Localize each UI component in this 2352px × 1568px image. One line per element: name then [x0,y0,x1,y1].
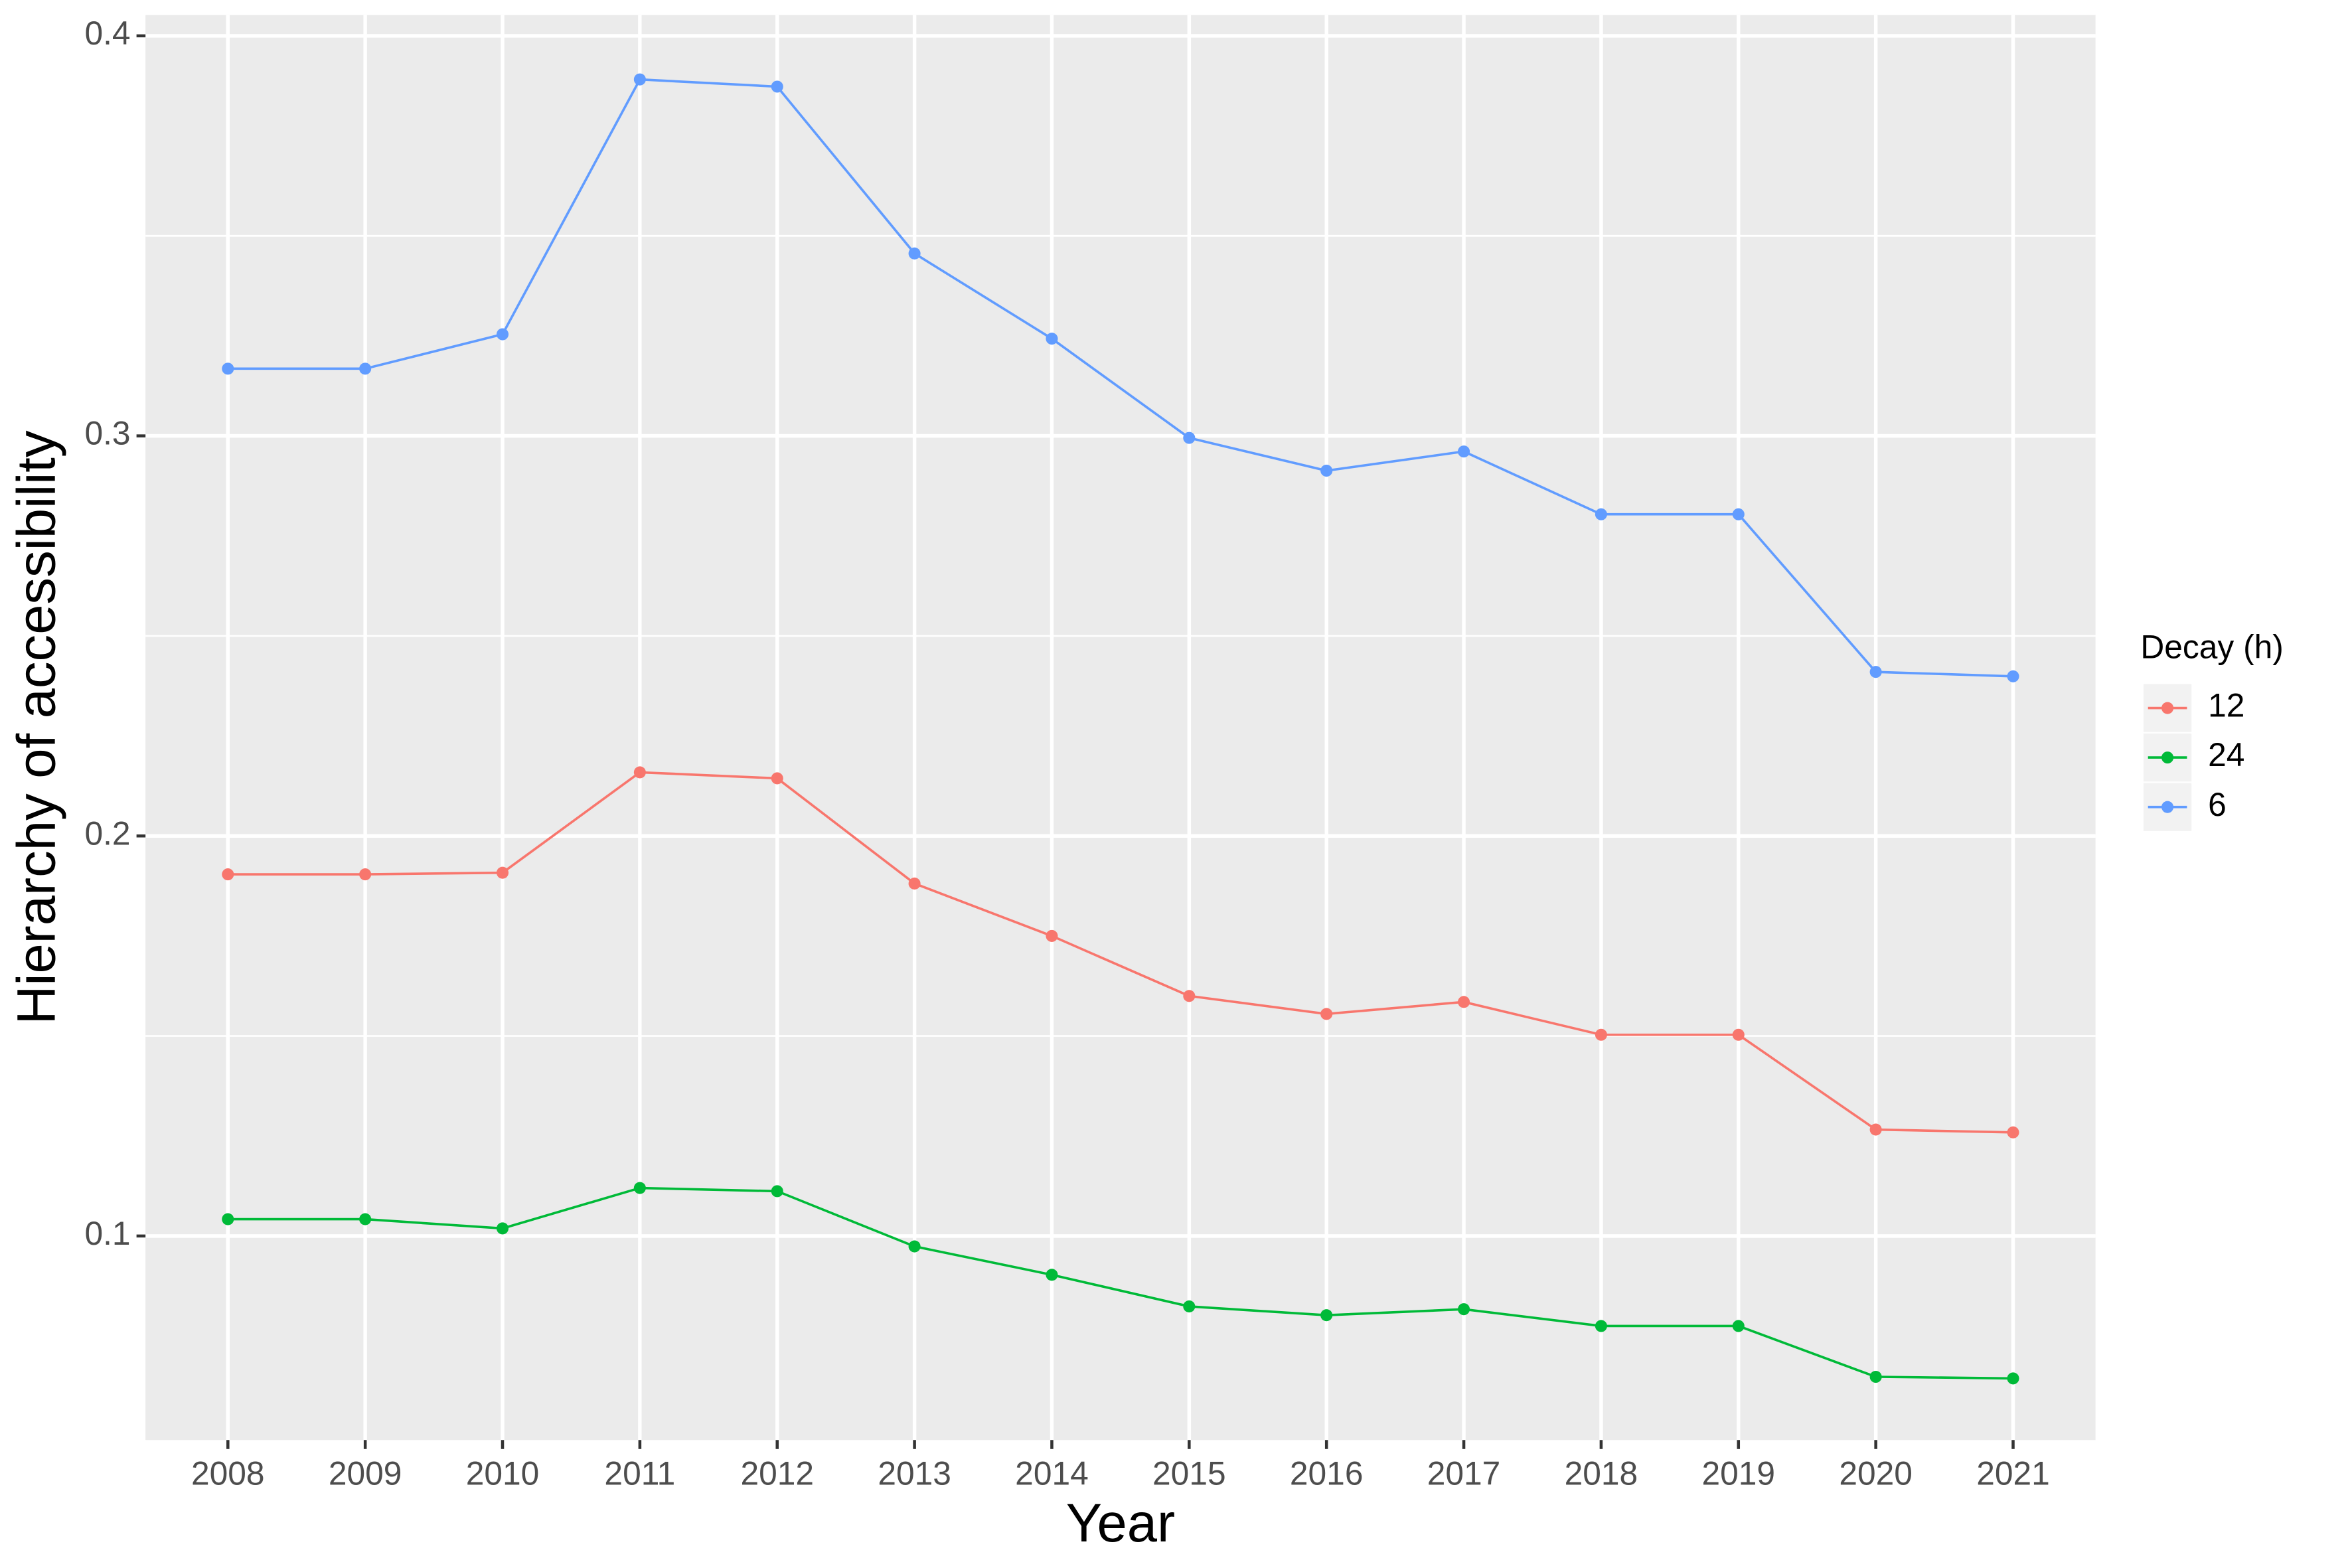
x-tick-label: 2017 [1427,1455,1501,1492]
legend-point [2161,751,2174,764]
data-point [496,1222,509,1235]
data-point [1183,990,1196,1002]
x-tick-label: 2011 [604,1455,675,1492]
data-point [908,1240,921,1253]
x-tick-label: 2008 [191,1455,265,1492]
y-tick-label: 0.1 [84,1215,130,1252]
x-tick-label: 2020 [1839,1455,1913,1492]
data-point [1595,508,1607,520]
data-point [1046,1269,1058,1281]
data-point [1320,1008,1333,1020]
legend-title: Decay (h) [2140,629,2283,666]
y-tick-label: 0.3 [84,415,130,452]
data-point [1183,1300,1196,1312]
data-point [1732,1320,1745,1332]
y-tick-label: 0.2 [84,815,130,852]
data-point [1595,1028,1607,1041]
x-axis-title: Year [1066,1493,1175,1553]
data-point [771,1185,783,1198]
data-point [1869,1123,1882,1136]
data-point [771,772,783,785]
x-tick-label: 2009 [329,1455,402,1492]
data-point [1595,1320,1607,1332]
legend-point [2161,801,2174,813]
data-point [222,1213,234,1225]
data-point [1458,1303,1470,1316]
data-point [1732,1028,1745,1041]
data-point [496,328,509,341]
x-tick-label: 2010 [466,1455,540,1492]
data-point [1046,929,1058,942]
data-point [359,362,372,375]
data-point [908,247,921,260]
x-tick-label: 2021 [1976,1455,2050,1492]
y-axis-title: Hierarchy of accessibility [6,430,66,1024]
series-line [228,1186,2013,1380]
data-point [1320,464,1333,477]
x-tick-label: 2014 [1015,1455,1089,1492]
legend-label: 6 [2208,786,2227,823]
data-point [1458,445,1470,458]
legend-point [2161,702,2174,714]
data-point [908,877,921,890]
panel [145,15,2096,1441]
series-line [228,771,2013,1134]
x-tick-label: 2013 [878,1455,951,1492]
data-point [1869,1370,1882,1383]
data-point [1869,666,1882,678]
legend-label: 24 [2208,736,2244,773]
x-tick-label: 2019 [1701,1455,1775,1492]
data-point [1046,333,1058,345]
series-line [228,78,2013,678]
data-point [2007,670,2019,682]
data-point [1458,996,1470,1008]
data-point [1183,431,1196,444]
x-tick-label: 2016 [1290,1455,1364,1492]
data-point [771,80,783,93]
data-point [1320,1309,1333,1322]
data-point [359,868,372,881]
data-point [2007,1372,2019,1385]
data-point [2007,1126,2019,1138]
data-point [496,866,509,879]
data-point [222,362,234,375]
y-tick-label: 0.4 [84,15,130,52]
data-point [359,1213,372,1225]
data-point [1732,508,1745,520]
x-tick-label: 2012 [740,1455,814,1492]
data-point [633,766,646,779]
data-point [633,1182,646,1194]
data-point [633,73,646,86]
legend-label: 12 [2208,687,2244,724]
x-tick-label: 2015 [1152,1455,1226,1492]
data-point [222,868,234,881]
x-tick-label: 2018 [1565,1455,1638,1492]
